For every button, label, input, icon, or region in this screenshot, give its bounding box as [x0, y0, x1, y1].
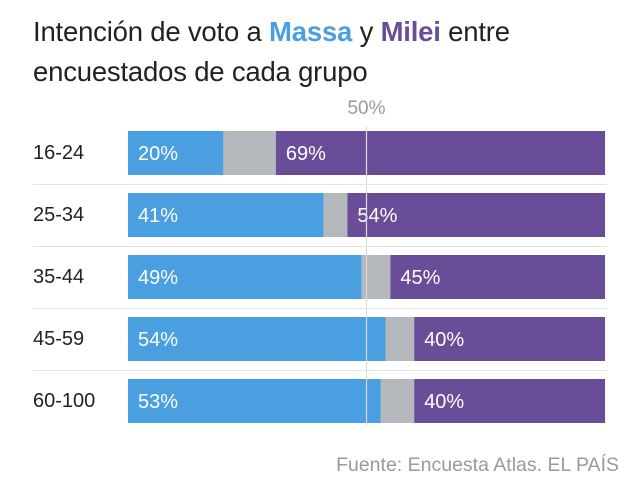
source-note: Fuente: Encuesta Atlas. EL PAÍS	[336, 454, 619, 476]
data-label-milei: 54%	[357, 205, 397, 227]
title-prefix: Intención de voto a	[33, 16, 270, 47]
bar-segment-massa	[128, 379, 381, 423]
category-label: 16-24	[33, 142, 85, 164]
data-label-massa: 41%	[138, 205, 178, 227]
data-label-milei: 40%	[424, 329, 464, 351]
data-label-massa: 49%	[138, 267, 178, 289]
data-label-massa: 20%	[138, 143, 178, 165]
fifty-percent-label: 50%	[347, 98, 386, 119]
title-milei: Milei	[380, 16, 441, 47]
bar-segment-massa	[128, 317, 386, 361]
row-separator	[33, 246, 607, 247]
bar-segment-massa	[128, 131, 224, 175]
bar-segment-milei	[414, 317, 605, 361]
bar-segment-milei	[275, 131, 605, 175]
data-label-milei: 45%	[400, 267, 440, 289]
category-label: 45-59	[33, 328, 85, 350]
chart-title: Intención de voto a Massa y Milei entre …	[33, 12, 623, 92]
category-label: 60-100	[33, 390, 96, 412]
data-label-milei: 40%	[424, 391, 464, 413]
data-label-massa: 53%	[138, 391, 178, 413]
bar-segment-milei	[414, 379, 605, 423]
bar-segment-milei	[390, 255, 605, 299]
row-separator	[33, 370, 607, 371]
row-separator	[33, 184, 607, 185]
data-label-milei: 69%	[286, 143, 326, 165]
title-line2: encuestados de cada grupo	[33, 56, 368, 87]
bar-segment-otros	[380, 379, 415, 423]
row-separator	[33, 308, 607, 309]
bar-segment-otros	[323, 193, 348, 237]
bar-segment-massa	[128, 193, 324, 237]
data-label-massa: 54%	[138, 329, 178, 351]
title-massa: Massa	[269, 16, 353, 47]
bar-segment-otros	[223, 131, 276, 175]
title-mid: y	[352, 16, 381, 47]
title-suffix: entre	[440, 16, 510, 47]
bar-segment-massa	[128, 255, 362, 299]
category-label: 35-44	[33, 266, 85, 288]
bar-segment-milei	[347, 193, 605, 237]
category-label: 25-34	[33, 204, 85, 226]
bar-segment-otros	[385, 317, 415, 361]
